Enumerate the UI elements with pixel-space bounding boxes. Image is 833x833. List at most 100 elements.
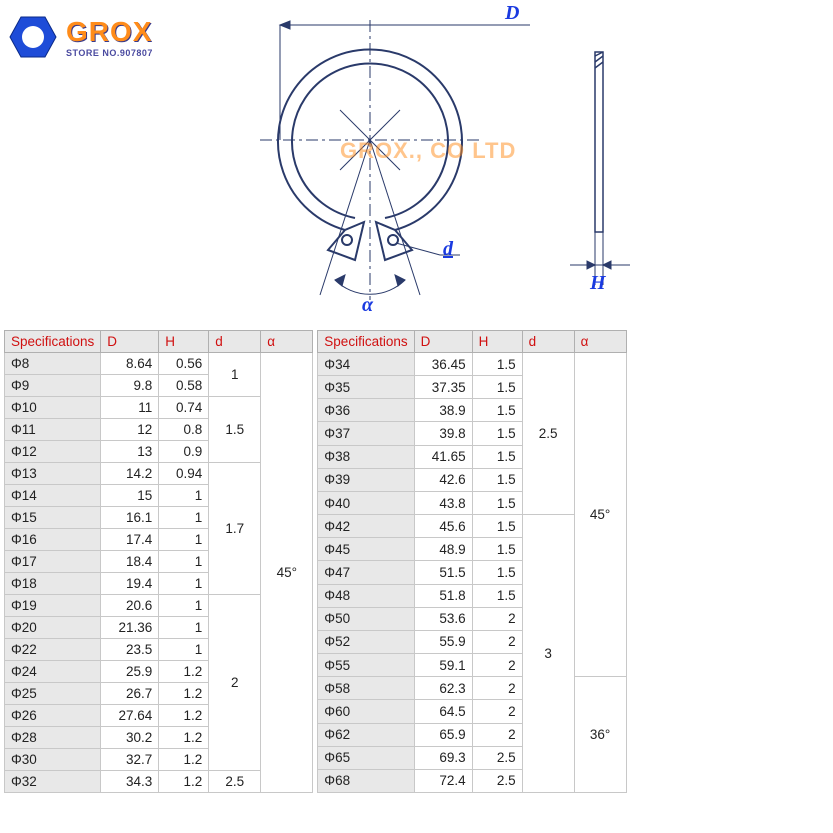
cell-H: 1.5 (472, 445, 522, 468)
cell-D: 51.8 (414, 584, 472, 607)
store-number: STORE NO.907807 (66, 48, 153, 58)
cell-D: 38.9 (414, 399, 472, 422)
cell-D: 30.2 (101, 727, 159, 749)
cell-spec: Φ10 (5, 397, 101, 419)
th-H: H (472, 331, 522, 353)
cell-H: 1 (159, 485, 209, 507)
cell-H: 0.56 (159, 353, 209, 375)
th-d: d (209, 331, 261, 353)
cell-spec: Φ9 (5, 375, 101, 397)
cell-spec: Φ52 (318, 630, 414, 653)
th-H: H (159, 331, 209, 353)
th-spec: Specifications (5, 331, 101, 353)
table-row: Φ5862.3236° (318, 677, 626, 700)
cell-spec: Φ55 (318, 654, 414, 677)
cell-spec: Φ58 (318, 677, 414, 700)
cell-spec: Φ40 (318, 491, 414, 514)
cell-H: 1 (159, 595, 209, 617)
label-H: H (590, 272, 606, 295)
cell-H: 2.5 (472, 769, 522, 792)
cell-D: 41.65 (414, 445, 472, 468)
cell-d: 2.5 (209, 771, 261, 793)
cell-D: 23.5 (101, 639, 159, 661)
cell-H: 2 (472, 677, 522, 700)
th-spec: Specifications (318, 331, 414, 353)
cell-spec: Φ25 (5, 683, 101, 705)
th-D: D (101, 331, 159, 353)
cell-D: 13 (101, 441, 159, 463)
cell-d: 2 (209, 595, 261, 771)
cell-D: 32.7 (101, 749, 159, 771)
cell-d: 2.5 (522, 353, 574, 515)
watermark: GROX., CO LTD (340, 138, 516, 164)
cell-spec: Φ35 (318, 376, 414, 399)
cell-spec: Φ39 (318, 468, 414, 491)
cell-D: 64.5 (414, 700, 472, 723)
cell-D: 48.9 (414, 538, 472, 561)
label-d: d (443, 238, 453, 261)
th-d: d (522, 331, 574, 353)
cell-H: 1.2 (159, 727, 209, 749)
cell-spec: Φ8 (5, 353, 101, 375)
cell-spec: Φ19 (5, 595, 101, 617)
table-row: Φ3436.451.52.545° (318, 353, 626, 376)
label-alpha: α (362, 294, 373, 317)
cell-H: 1.5 (472, 538, 522, 561)
spec-tables: Specifications D H d α Φ88.640.56145°Φ99… (4, 330, 627, 793)
cell-alpha: 45° (574, 353, 626, 677)
th-alpha: α (261, 331, 313, 353)
cell-D: 34.3 (101, 771, 159, 793)
cell-spec: Φ13 (5, 463, 101, 485)
cell-D: 25.9 (101, 661, 159, 683)
cell-D: 20.6 (101, 595, 159, 617)
cell-D: 8.64 (101, 353, 159, 375)
brand-logo: GROX STORE NO.907807 (8, 12, 153, 62)
cell-D: 37.35 (414, 376, 472, 399)
cell-spec: Φ38 (318, 445, 414, 468)
cell-alpha: 36° (574, 677, 626, 793)
table-header-row: Specifications D H d α (5, 331, 313, 353)
cell-H: 0.8 (159, 419, 209, 441)
cell-D: 14.2 (101, 463, 159, 485)
cell-d: 1.7 (209, 463, 261, 595)
cell-H: 1.5 (472, 561, 522, 584)
cell-spec: Φ17 (5, 551, 101, 573)
th-alpha: α (574, 331, 626, 353)
cell-D: 21.36 (101, 617, 159, 639)
cell-D: 11 (101, 397, 159, 419)
cell-D: 26.7 (101, 683, 159, 705)
cell-spec: Φ36 (318, 399, 414, 422)
cell-D: 12 (101, 419, 159, 441)
cell-spec: Φ62 (318, 723, 414, 746)
cell-D: 9.8 (101, 375, 159, 397)
cell-H: 2.5 (472, 746, 522, 769)
cell-H: 1 (159, 529, 209, 551)
cell-spec: Φ16 (5, 529, 101, 551)
cell-d: 1 (209, 353, 261, 397)
cell-H: 1.5 (472, 376, 522, 399)
cell-D: 65.9 (414, 723, 472, 746)
cell-spec: Φ18 (5, 573, 101, 595)
hexagon-icon (8, 12, 58, 62)
brand-name: GROX (66, 16, 153, 48)
cell-H: 1.5 (472, 491, 522, 514)
cell-H: 1.2 (159, 749, 209, 771)
cell-spec: Φ50 (318, 607, 414, 630)
cell-H: 2 (472, 607, 522, 630)
cell-spec: Φ68 (318, 769, 414, 792)
cell-spec: Φ22 (5, 639, 101, 661)
cell-H: 0.94 (159, 463, 209, 485)
cell-D: 51.5 (414, 561, 472, 584)
cell-D: 15 (101, 485, 159, 507)
cell-spec: Φ28 (5, 727, 101, 749)
cell-spec: Φ32 (5, 771, 101, 793)
table-row: Φ88.640.56145° (5, 353, 313, 375)
cell-D: 59.1 (414, 654, 472, 677)
cell-spec: Φ47 (318, 561, 414, 584)
cell-D: 72.4 (414, 769, 472, 792)
cell-D: 45.6 (414, 515, 472, 538)
cell-d: 1.5 (209, 397, 261, 463)
cell-D: 17.4 (101, 529, 159, 551)
cell-D: 42.6 (414, 468, 472, 491)
cell-D: 62.3 (414, 677, 472, 700)
